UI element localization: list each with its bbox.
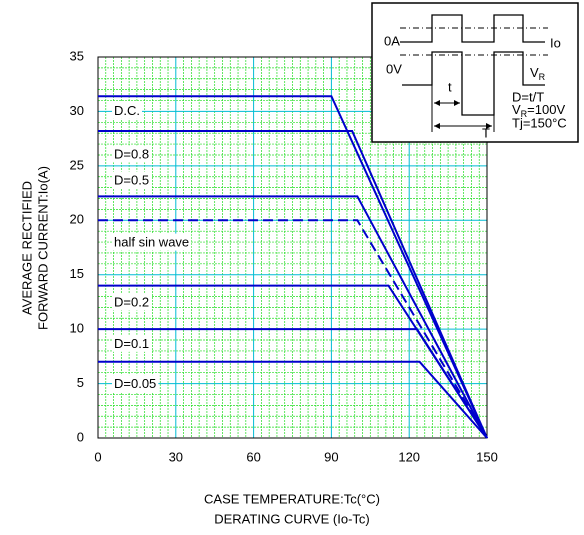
series-line [98,195,488,439]
inset-label: V [512,102,521,117]
x-tick-label: 120 [398,449,420,464]
current-wave [400,14,545,43]
y-tick-label: 10 [70,321,84,336]
series-label: half sin wave [114,235,189,250]
series-line [98,360,488,439]
x-axis-label: CASE TEMPERATURE:Tc(°C) [204,491,380,506]
x-tick-label: 60 [246,449,260,464]
inset-label: D=t/T [512,89,544,104]
series-line [98,95,488,439]
y-tick-label: 5 [77,375,84,390]
x-tick-label: 0 [94,449,101,464]
arrow-head [434,123,440,129]
label-background [112,171,152,189]
inset-label: 0A [384,33,400,48]
y-tick-label: 30 [70,103,84,118]
x-tick-label: 30 [169,449,183,464]
label-background [112,101,142,119]
y-axis-label: FORWARD CURRENT:Io(A) [35,166,50,330]
series-label: D=0.05 [114,376,156,391]
label-background [112,334,152,352]
y-tick-label: 25 [70,157,84,172]
inset-label: =100V [527,102,565,117]
inset-label: VR [530,65,546,82]
series-line [98,219,488,439]
series-label: D.C. [114,103,140,118]
label-background [112,375,159,393]
inset-box [371,2,579,143]
inset-label: Tj=150°C [512,115,567,130]
y-tick-label: 15 [70,266,84,281]
label-background [112,145,152,163]
inset-label: t [448,79,452,94]
y-tick-label: 0 [77,429,84,444]
inset-label: R [539,72,546,82]
inset-label: R [521,109,528,119]
inset-label: T [482,125,490,140]
chart-title: DERATING CURVE (Io-Tc) [214,511,370,526]
x-tick-label: 150 [476,449,498,464]
x-tick-label: 90 [324,449,338,464]
y-tick-label: 35 [70,48,84,63]
series-line [98,328,488,439]
series-label: D=0.8 [114,146,149,161]
inset-label: VR=100V [512,102,565,119]
inset-label: Io [550,35,561,50]
y-axis-label: AVERAGE RECTIFIED [19,181,34,315]
series-line [98,130,488,439]
arrow-head [434,100,440,106]
inset: 0A Io 0V VR t T D=t/T VR=100V Tj=150°C [371,2,579,143]
arrow-head [454,100,460,106]
inset-label: 0V [386,61,402,76]
label-background [112,293,152,311]
label-background [112,233,192,251]
series-label: D=0.5 [114,173,149,188]
y-tick-label: 20 [70,212,84,227]
plot-frame [97,56,488,439]
series-label: D=0.2 [114,294,149,309]
series-label: D=0.1 [114,336,149,351]
arrow-head [486,123,492,129]
inset-label: V [530,65,539,80]
